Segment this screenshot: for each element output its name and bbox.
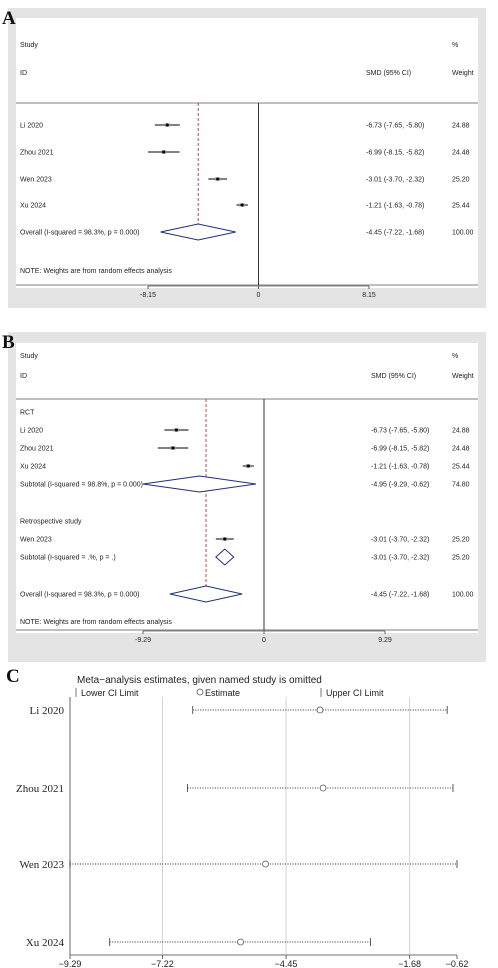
legend-estimate-marker: [196, 688, 204, 696]
x-tick-label: −1.68: [398, 959, 421, 968]
x-tick-label: −7.22: [151, 959, 174, 968]
weight-text-xu-2024: 25.44: [452, 464, 470, 471]
estimate-xu-2024: [237, 938, 244, 946]
study-label-xu-2024: Xu 2024: [26, 937, 65, 949]
weight-text-li-2020: 24.88: [452, 428, 470, 435]
x-tick-label: −0.62: [446, 959, 469, 968]
header-weight: Weight: [452, 70, 474, 77]
header-smd-ci: SMD (95% CI): [371, 373, 416, 380]
legend-upper-ci-limit: Upper CI Limit: [326, 688, 384, 698]
overall-label: Overall (I-squared = 98.3%, p = 0.000): [20, 592, 139, 599]
estimate-wen-2023: [262, 860, 269, 868]
header-smd-ci: SMD (95% CI): [366, 70, 411, 77]
subtotal-rct-diamond: [142, 475, 256, 493]
estimate-li-2020: [316, 706, 324, 714]
study-label-zhou-2021: Zhou 2021: [16, 783, 64, 795]
header-study: Study: [20, 42, 38, 49]
x-tick-label: 9.29: [378, 637, 392, 644]
point-estimate-wen-2023: [216, 177, 220, 181]
overall-ci-text: -4.45 (-7.22, -1.68): [366, 230, 424, 237]
ci-text-wen-2023: -3.01 (-3.70, -2.32): [366, 177, 424, 184]
weight-text-zhou-2021: 24.48: [452, 150, 470, 157]
overall-diamond: [169, 585, 243, 603]
ci-text-xu-2024: -1.21 (-1.63, -0.78): [366, 203, 424, 210]
study-label-wen-2023: Wen 2023: [20, 177, 52, 184]
overall-ci-text: -4.45 (-7.22, -1.68): [371, 592, 429, 599]
ci-text-li-2020: -6.73 (-7.65, -5.80): [371, 428, 429, 435]
x-tick-label: -9.29: [135, 637, 151, 644]
header-id: ID: [20, 373, 27, 380]
study-label-li-2020: Li 2020: [20, 428, 43, 435]
subtotal-retrospective-study-weight-text: 25.20: [452, 555, 470, 562]
ci-text-li-2020: -6.73 (-7.65, -5.80): [366, 123, 424, 130]
header-percent: %: [452, 353, 458, 360]
panel-b-letter: B: [2, 332, 15, 353]
weight-text-xu-2024: 25.44: [452, 203, 470, 210]
study-label-zhou-2021: Zhou 2021: [20, 150, 54, 157]
subtotal-retrospective-study-diamond: [215, 548, 235, 566]
legend-estimate: Estimate: [205, 688, 240, 698]
ci-text-zhou-2021: -6.99 (-8.15, -5.82): [371, 446, 429, 453]
study-label-wen-2023: Wen 2023: [20, 537, 52, 544]
overall-label: Overall (I-squared = 98.3%, p = 0.000): [20, 230, 139, 237]
study-label-xu-2024: Xu 2024: [20, 203, 46, 210]
subtotal-retrospective-study-label: Subtotal (I-squared = .%, p = .): [20, 555, 116, 562]
study-label-li-2020: Li 2020: [20, 123, 43, 130]
weight-text-wen-2023: 25.20: [452, 177, 470, 184]
panel-c: C Meta−analysis estimates, given named s…: [6, 666, 468, 968]
point-estimate-li-2020: [174, 428, 178, 432]
ci-text-wen-2023: -3.01 (-3.70, -2.32): [371, 537, 429, 544]
panel-c-letter: C: [6, 666, 20, 687]
point-estimate-wen-2023: [223, 537, 227, 541]
legend-lower-ci-limit: Lower CI Limit: [81, 688, 139, 698]
header-study: Study: [20, 353, 38, 360]
panel-b-plot-area: [16, 343, 478, 633]
header-percent: %: [452, 42, 458, 49]
study-label-zhou-2021: Zhou 2021: [20, 446, 54, 453]
x-tick-label: 8.15: [362, 292, 376, 299]
x-tick-label: 0: [262, 637, 266, 644]
weight-text-zhou-2021: 24.48: [452, 446, 470, 453]
ci-text-zhou-2021: -6.99 (-8.15, -5.82): [366, 150, 424, 157]
group-title-rct: RCT: [20, 410, 35, 417]
study-label-wen-2023: Wen 2023: [19, 859, 64, 871]
overall-weight-text: 100.00: [452, 592, 474, 599]
point-estimate-zhou-2021: [171, 446, 175, 450]
point-estimate-li-2020: [165, 123, 169, 127]
x-tick-label: −9.29: [59, 959, 82, 968]
subtotal-rct-label: Subtotal (I-squared = 98.8%, p = 0.000): [20, 482, 143, 489]
point-estimate-zhou-2021: [162, 150, 166, 154]
sensitivity-title: Meta−analysis estimates, given named stu…: [77, 675, 322, 686]
ci-text-xu-2024: -1.21 (-1.63, -0.78): [371, 464, 429, 471]
panel-a: A Study ID% SMD (95% CI) Weight Li 2020 -6.73…: [2, 8, 486, 308]
weight-text-li-2020: 24.88: [452, 123, 470, 130]
subtotal-retrospective-study-ci-text: -3.01 (-3.70, -2.32): [371, 555, 429, 562]
x-tick-label: -8.15: [140, 292, 156, 299]
point-estimate-xu-2024: [240, 203, 244, 207]
weights-note: NOTE: Weights are from random effects an…: [20, 619, 172, 626]
x-tick-label: 0: [257, 292, 261, 299]
header-weight: Weight: [452, 373, 474, 380]
point-estimate-xu-2024: [246, 464, 250, 468]
x-tick-label: −4.45: [275, 959, 298, 968]
panel-b: B Study ID% SMD (95% CI) Weight RCT Li 2020 -6…: [2, 332, 486, 662]
subtotal-rct-weight-text: 74.80: [452, 482, 470, 489]
panel-a-plot-area: [16, 18, 478, 288]
subtotal-rct-ci-text: -4.95 (-9.29, -0.62): [371, 482, 429, 489]
study-label-xu-2024: Xu 2024: [20, 464, 46, 471]
group-title-retrospective-study: Retrospective study: [20, 519, 82, 526]
overall-diamond: [160, 223, 236, 241]
weights-note: NOTE: Weights are from random effects an…: [20, 268, 172, 275]
overall-weight-text: 100.00: [452, 230, 474, 237]
estimate-zhou-2021: [319, 784, 327, 792]
study-label-li-2020: Li 2020: [29, 705, 64, 717]
weight-text-wen-2023: 25.20: [452, 537, 470, 544]
header-id: ID: [20, 70, 27, 77]
panel-a-letter: A: [2, 8, 16, 29]
